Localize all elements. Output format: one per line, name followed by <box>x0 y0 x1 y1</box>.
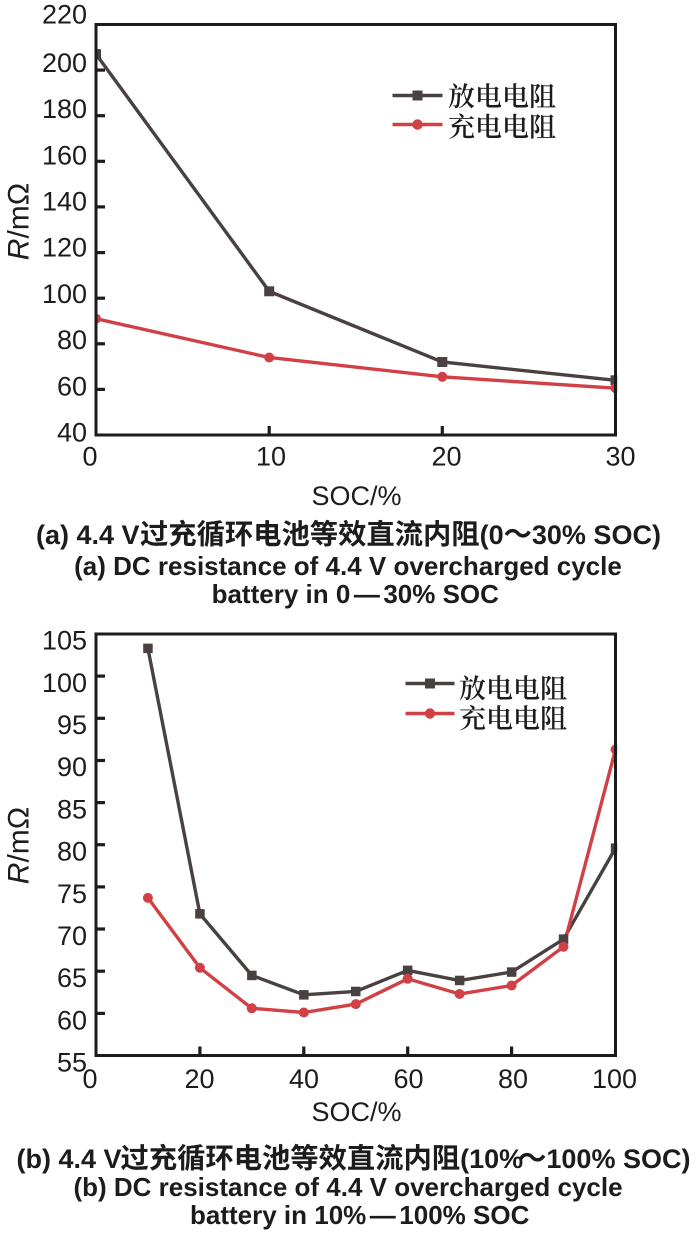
svg-text:75: 75 <box>57 879 87 909</box>
svg-text:80: 80 <box>57 325 87 355</box>
svg-text:80: 80 <box>57 837 87 867</box>
svg-text:30: 30 <box>605 442 635 472</box>
svg-text:40: 40 <box>289 1064 319 1094</box>
svg-text:(10%: (10% <box>460 1144 523 1174</box>
svg-text:85: 85 <box>57 794 87 824</box>
svg-text:140: 140 <box>42 187 87 217</box>
svg-text:70: 70 <box>57 921 87 951</box>
svg-text:90: 90 <box>57 752 87 782</box>
svg-text:65: 65 <box>57 963 87 993</box>
svg-text:R/mΩ: R/mΩ <box>3 807 36 884</box>
svg-text:80: 80 <box>498 1064 528 1094</box>
svg-text:10: 10 <box>256 442 286 472</box>
svg-text:SOC/%: SOC/% <box>311 1097 401 1127</box>
svg-text:40: 40 <box>57 418 87 448</box>
svg-text:20: 20 <box>184 1064 214 1094</box>
svg-text:105: 105 <box>42 626 87 656</box>
svg-text:30% SOC): 30% SOC) <box>532 520 661 550</box>
svg-text:(b) 4.4 V: (b) 4.4 V <box>17 1144 122 1174</box>
svg-text:battery in 10%—100% SOC: battery in 10% —100% SOC <box>190 1200 530 1230</box>
svg-text:220: 220 <box>42 0 87 30</box>
svg-text:60: 60 <box>393 1064 423 1094</box>
svg-text:60: 60 <box>57 1005 87 1035</box>
svg-text:100% SOC): 100% SOC) <box>546 1144 690 1174</box>
svg-text:battery in 0—30% SOC: battery in 0—30% SOC <box>212 579 500 609</box>
svg-text:180: 180 <box>42 94 87 124</box>
svg-text:0: 0 <box>82 442 97 472</box>
svg-text:200: 200 <box>42 48 87 78</box>
svg-text:(a) DC resistance of 4.4 V ove: (a) DC resistance of 4.4 V overcharged c… <box>74 551 622 581</box>
svg-text:0: 0 <box>82 1064 97 1094</box>
svg-text:20: 20 <box>431 442 461 472</box>
svg-text:R/mΩ: R/mΩ <box>3 183 36 260</box>
svg-text:100: 100 <box>42 279 87 309</box>
svg-text:55: 55 <box>57 1048 87 1078</box>
svg-text:120: 120 <box>42 233 87 263</box>
svg-text:(a) 4.4 V: (a) 4.4 V <box>36 520 140 550</box>
svg-text:100: 100 <box>42 668 87 698</box>
svg-text:(b) DC resistance of 4.4 V ove: (b) DC resistance of 4.4 V overcharged c… <box>73 1172 622 1202</box>
svg-text:SOC/%: SOC/% <box>311 481 401 511</box>
svg-text:(0: (0 <box>480 520 504 550</box>
svg-text:60: 60 <box>57 371 87 401</box>
svg-text:160: 160 <box>42 140 87 170</box>
svg-text:100: 100 <box>592 1064 637 1094</box>
svg-text:95: 95 <box>57 710 87 740</box>
